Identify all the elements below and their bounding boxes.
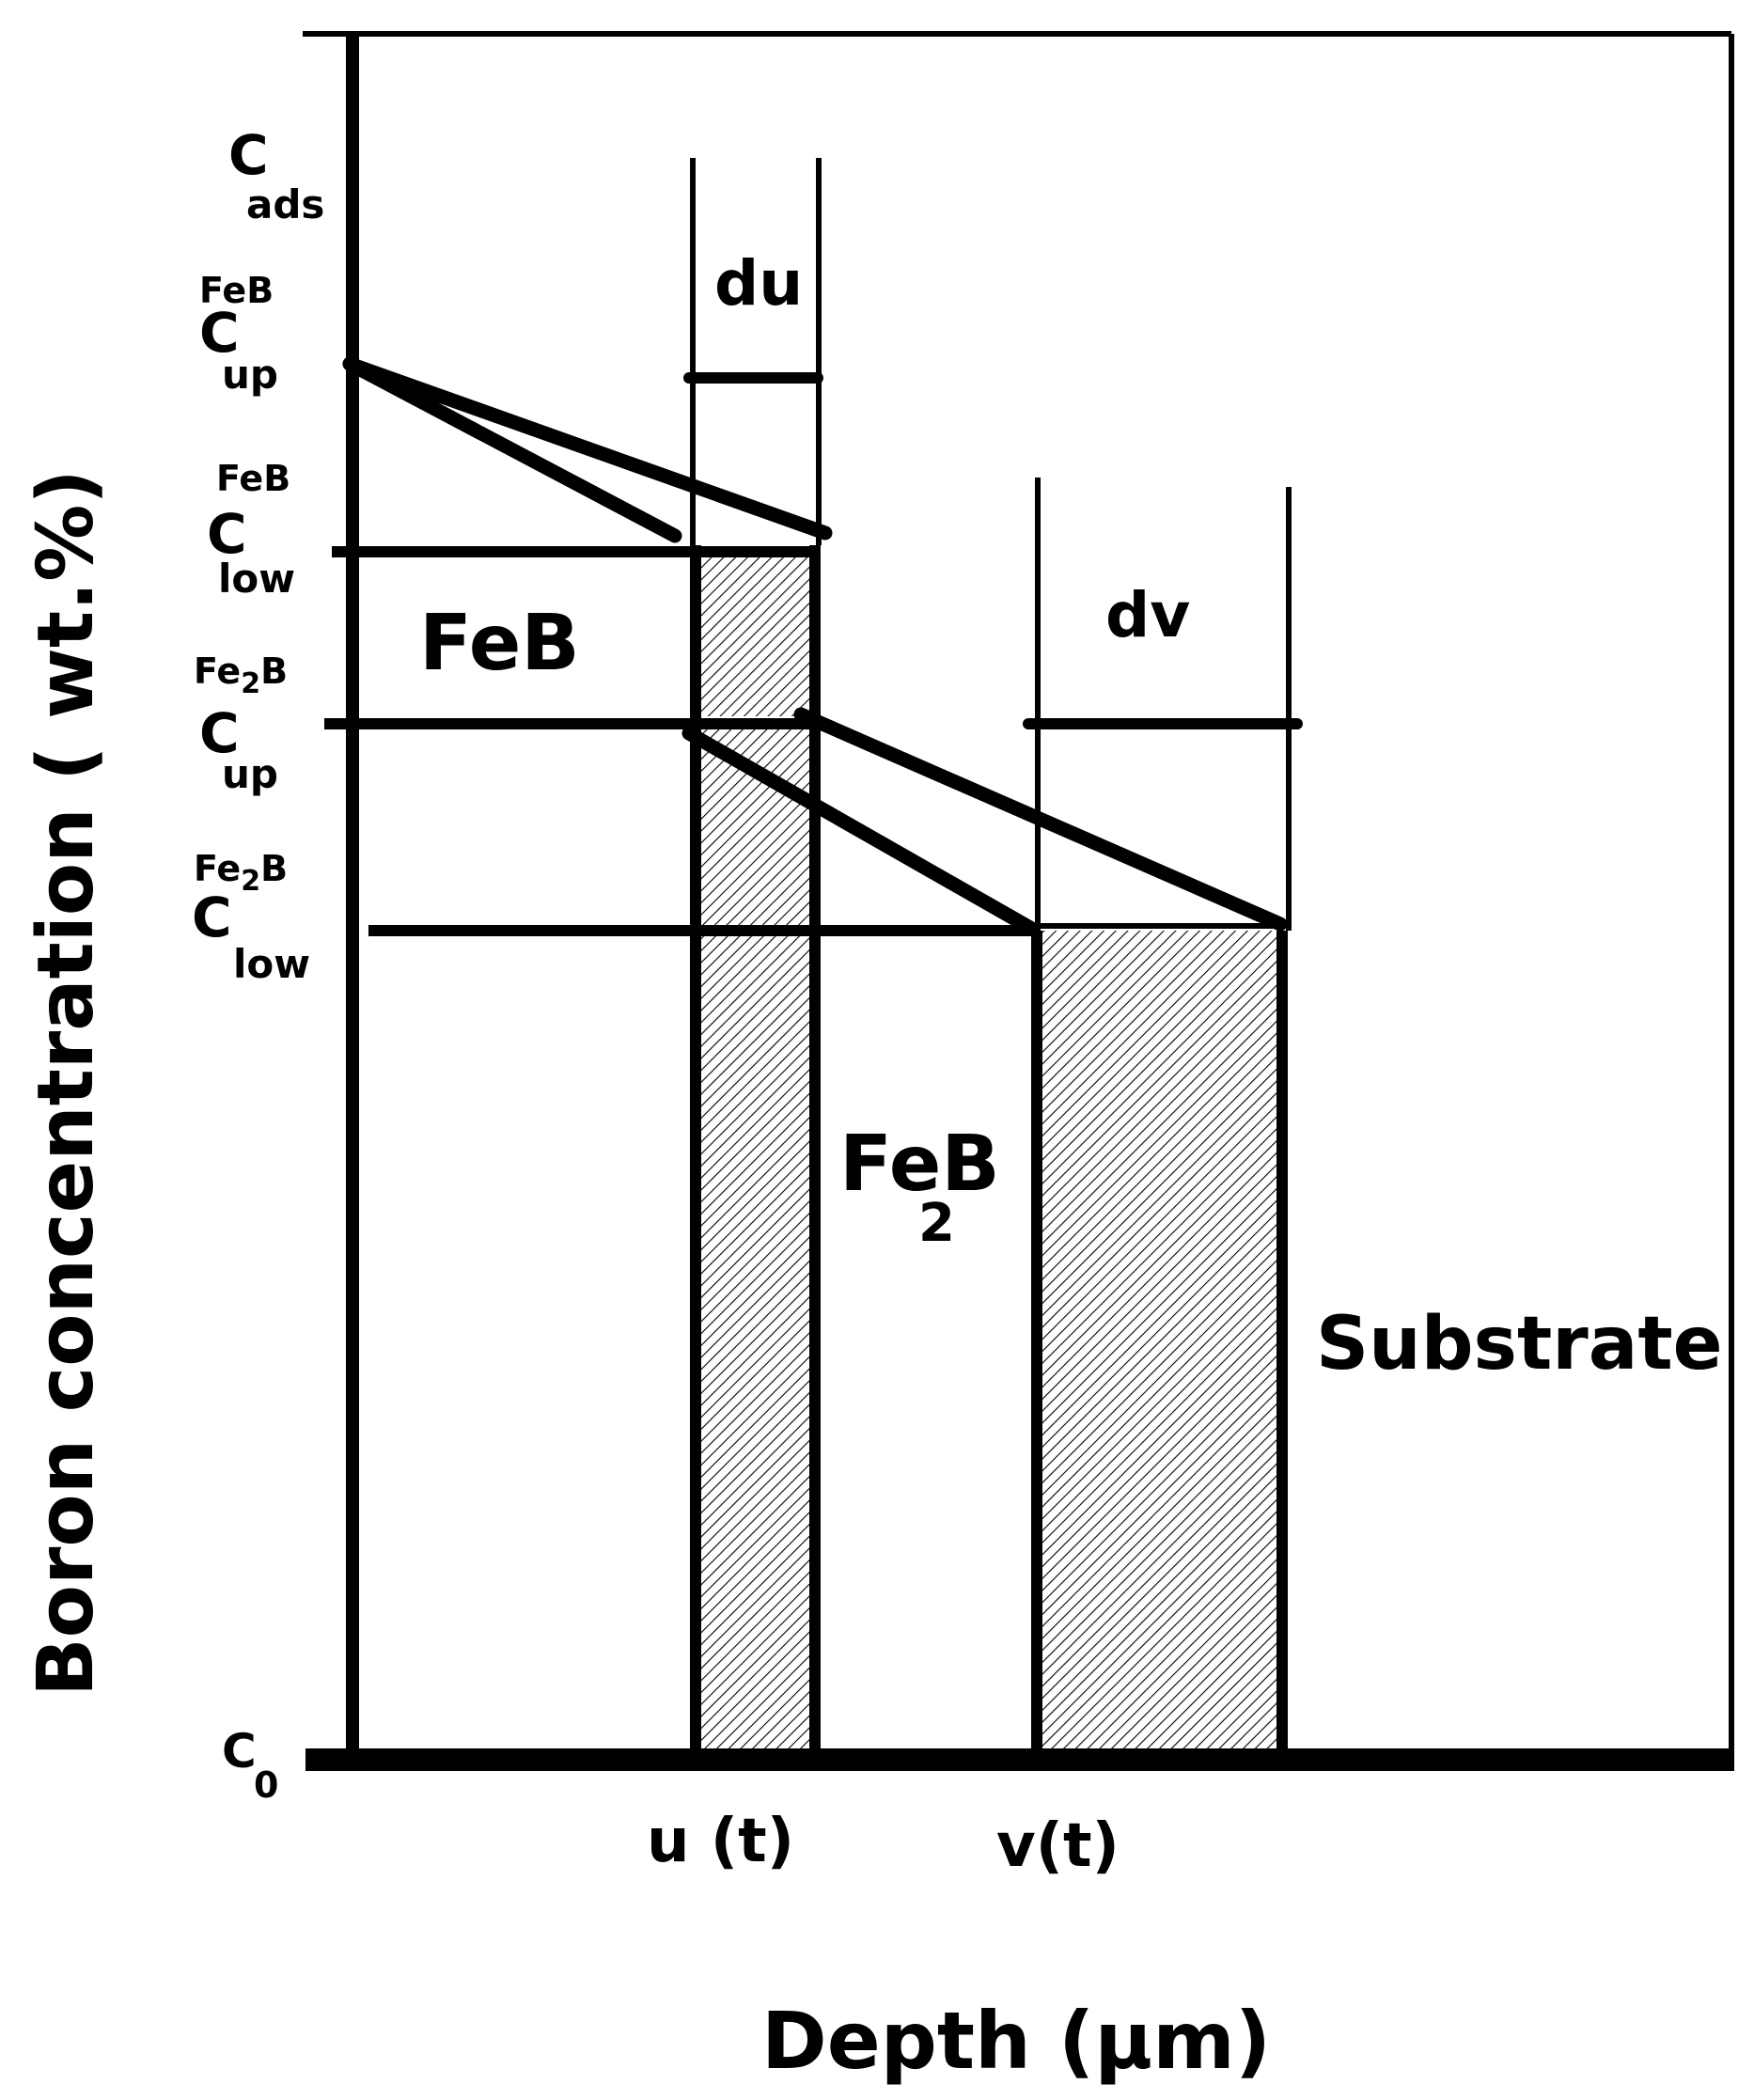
concentration-profiles — [342, 356, 1288, 935]
svg-text:low: low — [218, 556, 295, 602]
label-v-t: v(t) — [996, 1811, 1120, 1881]
fe2b-profile-at-v-plus-dv — [793, 707, 1288, 932]
svg-text:up: up — [222, 751, 278, 797]
feb-profile-at-u — [342, 356, 682, 543]
svg-text:ads: ads — [246, 181, 324, 227]
svg-text:C: C — [199, 301, 240, 365]
svg-text:up: up — [222, 352, 278, 398]
region-label-substrate: Substrate — [1316, 1302, 1723, 1387]
label-c-low-fe2b: Fe2B C low — [192, 848, 310, 987]
label-c-up-fe2b: Fe2B C up — [194, 650, 288, 797]
svg-text:C: C — [222, 1724, 257, 1779]
label-dv: dv — [1105, 579, 1190, 651]
region-label-feb2-subscript: 2 — [918, 1193, 955, 1254]
du-hatch-lower — [696, 724, 814, 1748]
svg-text:FeB: FeB — [216, 458, 290, 499]
y-axis-title: Boron concentration ( wt.%) — [22, 469, 111, 1697]
svg-text:C: C — [228, 123, 269, 187]
du-hatch-upper — [696, 549, 814, 716]
plot-frame — [303, 31, 1734, 1771]
dv-hatch — [1037, 931, 1279, 1748]
x-axis-title: Depth (µm) — [761, 1995, 1271, 2087]
svg-text:FeB: FeB — [199, 270, 274, 311]
fe2b-profile-at-v — [681, 726, 1038, 935]
label-du: du — [714, 247, 803, 320]
label-c-low-feb: FeB C low — [207, 458, 295, 602]
label-c-0: C 0 — [222, 1724, 278, 1806]
feb-profile-at-u-plus-du — [342, 356, 833, 541]
svg-text:C: C — [207, 502, 247, 566]
svg-text:C: C — [199, 701, 240, 765]
concentration-level-lines — [324, 372, 1303, 936]
svg-text:low: low — [233, 941, 310, 987]
svg-text:C: C — [192, 885, 232, 949]
label-c-ads: C ads — [228, 123, 324, 227]
svg-text:Fe2B: Fe2B — [194, 848, 288, 898]
label-u-t: u (t) — [647, 1807, 794, 1876]
svg-text:Fe2B: Fe2B — [194, 650, 288, 700]
region-label-feb2: FeB — [839, 1120, 1000, 1209]
hatched-regions — [696, 549, 1279, 1748]
region-label-feb: FeB — [419, 599, 580, 688]
label-c-up-feb: FeB C up — [199, 270, 278, 398]
svg-text:0: 0 — [254, 1764, 278, 1806]
